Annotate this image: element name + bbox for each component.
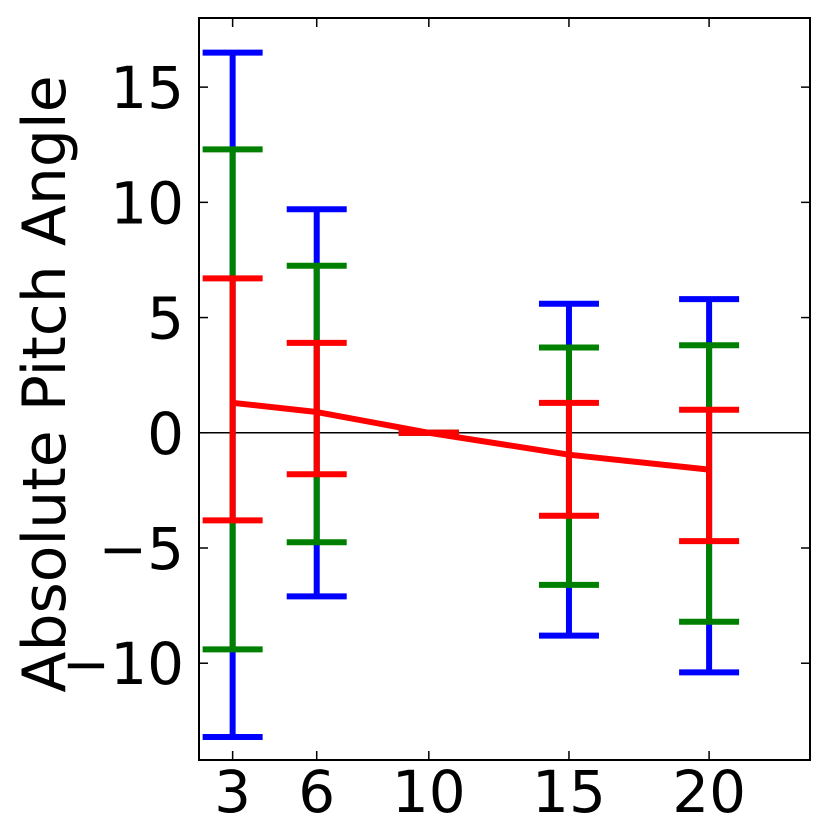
plot-frame [198,17,811,761]
y-tick-label: 0 [147,400,184,468]
y-axis-label: Absolute Pitch Angle [10,75,80,692]
x-tick-label: 20 [672,758,746,826]
y-tick-label: −5 [99,515,185,583]
mean-line-series [232,399,710,473]
x-tick-label: 3 [214,758,251,826]
y-tick-label: 15 [110,54,184,122]
x-tick-label: 15 [532,758,606,826]
x-tick-label: 10 [392,758,466,826]
y-tick-labels: 15 10 5 0 −5 −10 [62,54,184,698]
x-tick-label: 6 [298,758,335,826]
x-tick-labels: 3 6 10 15 20 [214,758,746,826]
error-bars [202,49,740,740]
y-tick-label: 5 [147,285,184,353]
axis-ticks [199,18,810,760]
y-tick-label: 10 [110,169,184,237]
y-tick-label: −10 [62,630,184,698]
